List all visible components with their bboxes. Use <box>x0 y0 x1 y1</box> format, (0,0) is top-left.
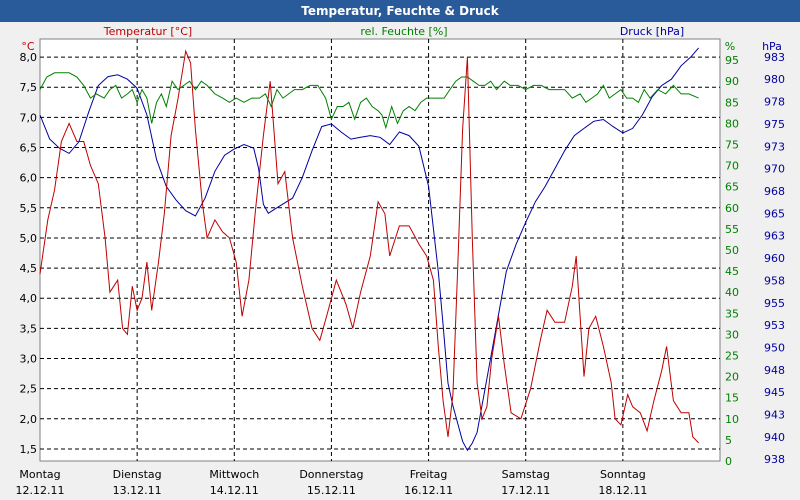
temperature-unit-label: °C <box>21 40 35 53</box>
humidity-tick-label: 80 <box>725 117 739 130</box>
humidity-tick-label: 95 <box>725 54 739 67</box>
humidity-tick-label: 15 <box>725 392 739 405</box>
humidity-tick-label: 85 <box>725 96 739 109</box>
x-day-label: Donnerstag <box>299 468 363 481</box>
temperature-tick-label: 6,5 <box>20 142 38 155</box>
temperature-axis-title: Temperatur [°C] <box>103 25 192 38</box>
temperature-tick-label: 5,5 <box>20 202 38 215</box>
temperature-tick-label: 2,0 <box>20 413 38 426</box>
pressure-unit-label: hPa <box>762 40 782 53</box>
humidity-tick-label: 45 <box>725 265 739 278</box>
temperature-tick-label: 7,0 <box>20 111 38 124</box>
pressure-tick-label: 943 <box>764 409 785 422</box>
x-date-label: 14.12.11 <box>210 484 259 497</box>
x-day-label: Dienstag <box>113 468 162 481</box>
humidity-tick-label: 0 <box>725 455 732 468</box>
temperature-tick-label: 6,0 <box>20 172 38 185</box>
temperature-tick-label: 3,5 <box>20 322 38 335</box>
pressure-tick-label: 963 <box>764 230 785 243</box>
humidity-tick-label: 90 <box>725 75 739 88</box>
temperature-tick-label: 7,5 <box>20 81 38 94</box>
pressure-tick-label: 950 <box>764 341 785 354</box>
x-date-label: 15.12.11 <box>307 484 356 497</box>
pressure-tick-label: 955 <box>764 297 785 310</box>
temperature-series-line <box>39 49 699 444</box>
pressure-tick-label: 968 <box>764 185 785 198</box>
x-date-label: 13.12.11 <box>113 484 162 497</box>
humidity-tick-label: 55 <box>725 223 739 236</box>
pressure-tick-label: 965 <box>764 207 785 220</box>
pressure-series-line <box>39 47 699 452</box>
humidity-tick-label: 5 <box>725 434 732 447</box>
pressure-tick-label: 970 <box>764 163 785 176</box>
x-date-label: 17.12.11 <box>501 484 550 497</box>
x-date-label: 18.12.11 <box>598 484 647 497</box>
chart-canvas: 8,0 7,5 7,0 6,5 6,0 5,5 5,0 4,5 4,0 3,5 3,0 2,5 2,0 1… <box>16 25 785 497</box>
pressure-tick-label: 983 <box>764 51 785 64</box>
pressure-tick-label: 973 <box>764 140 785 153</box>
temperature-tick-label: 1,5 <box>20 443 38 456</box>
humidity-tick-label: 50 <box>725 244 739 257</box>
pressure-tick-label: 960 <box>764 252 785 265</box>
x-date-label: 12.12.11 <box>16 484 65 497</box>
x-day-label: Samstag <box>502 468 550 481</box>
humidity-tick-label: 70 <box>725 160 739 173</box>
humidity-axis-title: rel. Feuchte [%] <box>360 25 447 38</box>
humidity-tick-label: 35 <box>725 307 739 320</box>
temperature-tick-label: 2,5 <box>20 383 38 396</box>
pressure-tick-label: 975 <box>764 118 785 131</box>
humidity-tick-label: 75 <box>725 139 739 152</box>
pressure-tick-label: 980 <box>764 73 785 86</box>
pressure-tick-label: 940 <box>764 431 785 444</box>
humidity-series-line <box>39 72 699 130</box>
temperature-tick-label: 3,0 <box>20 353 38 366</box>
chart-title: Temperatur, Feuchte & Druck <box>0 0 800 22</box>
temperature-tick-label: 8,0 <box>20 51 38 64</box>
pressure-tick-label: 938 <box>764 453 785 466</box>
pressure-tick-label: 978 <box>764 96 785 109</box>
plot-area <box>39 38 721 462</box>
temperature-tick-label: 4,5 <box>20 262 38 275</box>
x-day-label: Sonntag <box>600 468 646 481</box>
x-date-label: 16.12.11 <box>404 484 453 497</box>
pressure-tick-label: 948 <box>764 364 785 377</box>
x-day-label: Freitag <box>410 468 448 481</box>
temperature-tick-label: 4,0 <box>20 292 38 305</box>
humidity-tick-label: 40 <box>725 286 739 299</box>
humidity-tick-label: 60 <box>725 202 739 215</box>
humidity-tick-label: 25 <box>725 350 739 363</box>
humidity-tick-label: 65 <box>725 181 739 194</box>
temperature-tick-label: 5,0 <box>20 232 38 245</box>
humidity-unit-label: % <box>725 40 735 53</box>
humidity-tick-label: 30 <box>725 328 739 341</box>
x-day-label: Montag <box>19 468 60 481</box>
pressure-tick-label: 953 <box>764 319 785 332</box>
x-day-label: Mittwoch <box>209 468 259 481</box>
pressure-axis-title: Druck [hPa] <box>620 25 684 38</box>
pressure-tick-label: 958 <box>764 274 785 287</box>
humidity-tick-label: 20 <box>725 371 739 384</box>
humidity-tick-label: 10 <box>725 413 739 426</box>
pressure-tick-label: 945 <box>764 386 785 399</box>
